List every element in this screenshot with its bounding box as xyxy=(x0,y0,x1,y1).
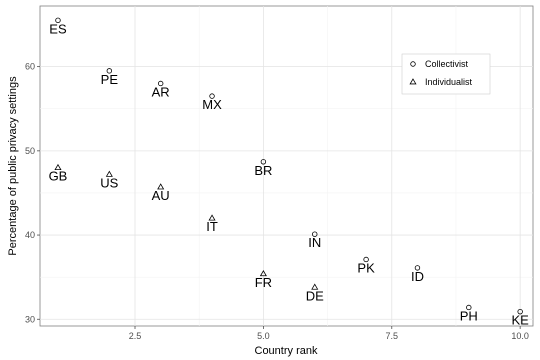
triangle-point-marker xyxy=(259,269,267,277)
x-tick-label: 2.5 xyxy=(129,331,142,341)
x-tick-label: 5.0 xyxy=(257,331,270,341)
circle-point-marker xyxy=(260,159,267,165)
point-label: US xyxy=(100,175,118,190)
legend-circle-key xyxy=(410,61,416,67)
point-label: IN xyxy=(308,235,321,250)
x-axis-title: Country rank xyxy=(255,345,318,357)
circle-point-marker xyxy=(157,80,164,87)
point-label: DE xyxy=(306,288,324,303)
point-label: BR xyxy=(254,163,272,178)
circle-point-marker xyxy=(106,68,113,74)
legend-triangle-key xyxy=(409,78,417,85)
point-label: PE xyxy=(101,72,119,87)
point-label: AU xyxy=(152,188,170,203)
x-tick-label: 7.5 xyxy=(386,331,399,341)
legend-label: Individualist xyxy=(425,77,473,87)
point-label: MX xyxy=(202,97,222,112)
point-label: PH xyxy=(460,308,478,323)
legend-label: Collectivist xyxy=(425,59,469,69)
circle-point-marker xyxy=(209,93,215,99)
triangle-point-marker xyxy=(311,283,319,290)
point-label: IT xyxy=(206,219,218,234)
point-label: AR xyxy=(152,84,170,99)
triangle-point-marker xyxy=(54,163,62,171)
data-points: ES PE AR MX BR IN PK ID PH KE GB US AU IT FR DE xyxy=(49,17,529,328)
point-label: FR xyxy=(255,275,272,290)
point-label: ID xyxy=(411,269,424,284)
y-tick-label: 50 xyxy=(25,146,35,156)
legend: Collectivist Individualist xyxy=(401,53,491,95)
point-label: KE xyxy=(511,313,529,328)
y-tick-label: 30 xyxy=(25,314,35,324)
circle-point-marker xyxy=(466,304,472,311)
triangle-point-marker xyxy=(105,170,113,177)
legend-box xyxy=(401,53,491,95)
point-label: PK xyxy=(357,260,375,275)
circle-point-marker xyxy=(55,17,61,24)
point-label: ES xyxy=(49,21,67,36)
y-tick-label: 60 xyxy=(25,62,35,72)
point-label: GB xyxy=(49,169,68,184)
y-tick-label: 40 xyxy=(25,230,35,240)
triangle-point-marker xyxy=(157,183,165,190)
circle-point-marker xyxy=(363,256,369,263)
circle-point-marker xyxy=(517,308,523,315)
x-tick-label: 10.0 xyxy=(511,331,529,341)
y-axis-title: Percentage of public privacy settings xyxy=(7,76,19,256)
axes: 2.5 5.0 7.5 10.0 30 40 50 60 xyxy=(25,62,529,341)
circle-point-marker xyxy=(414,265,421,271)
triangle-point-marker xyxy=(208,214,216,221)
circle-point-marker xyxy=(312,231,318,237)
